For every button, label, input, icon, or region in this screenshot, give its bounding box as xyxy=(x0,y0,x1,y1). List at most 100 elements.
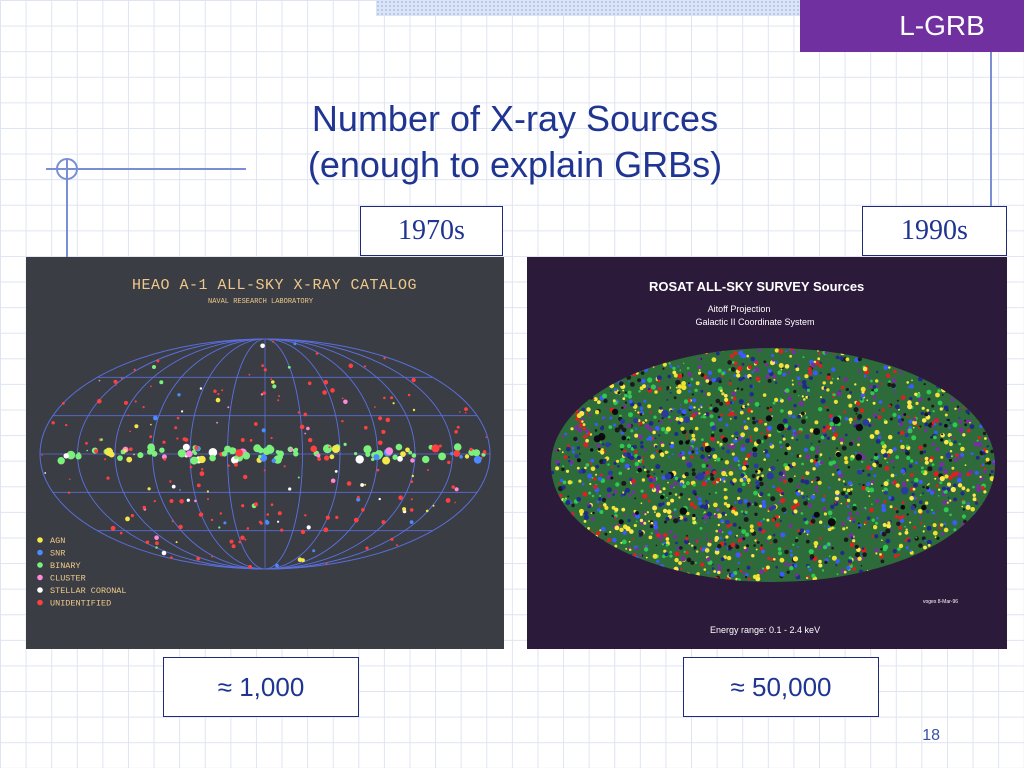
rosat-source xyxy=(715,398,721,404)
rosat-source xyxy=(880,382,883,385)
rosat-source xyxy=(752,420,756,425)
rosat-source xyxy=(776,487,782,492)
rosat-source xyxy=(634,450,638,454)
rosat-source xyxy=(833,527,836,529)
rosat-source xyxy=(686,433,688,435)
heao-source xyxy=(315,352,319,355)
rosat-source xyxy=(632,490,636,494)
rosat-source xyxy=(745,573,749,577)
rosat-source xyxy=(704,511,706,514)
rosat-source xyxy=(756,541,760,544)
rosat-source xyxy=(909,521,912,524)
rosat-source xyxy=(588,491,592,495)
heao-source xyxy=(324,455,330,461)
rosat-source xyxy=(873,455,879,460)
heao-source xyxy=(323,380,329,385)
rosat-dark-region xyxy=(679,507,687,515)
heao-source xyxy=(229,447,236,455)
rosat-source xyxy=(678,561,682,565)
rosat-source xyxy=(913,417,917,422)
rosat-source xyxy=(620,447,624,451)
rosat-source xyxy=(808,503,812,508)
rosat-source xyxy=(964,464,967,466)
rosat-source xyxy=(720,557,725,562)
rosat-source xyxy=(832,352,835,355)
rosat-source xyxy=(729,379,731,382)
rosat-dark-region xyxy=(696,472,705,481)
rosat-source xyxy=(857,414,863,419)
decorative-horizontal-line xyxy=(46,168,246,170)
rosat-source xyxy=(819,455,822,458)
rosat-source xyxy=(625,452,632,458)
rosat-source xyxy=(794,364,798,368)
rosat-source xyxy=(826,408,830,412)
rosat-source xyxy=(915,536,918,539)
rosat-source xyxy=(888,448,893,454)
heao-source xyxy=(176,437,179,440)
rosat-source xyxy=(823,386,827,390)
rosat-source xyxy=(691,450,695,454)
rosat-source xyxy=(649,483,655,489)
rosat-source xyxy=(690,560,695,565)
rosat-source xyxy=(954,438,957,440)
rosat-source xyxy=(729,354,734,359)
heao-source xyxy=(253,444,262,453)
rosat-source xyxy=(604,505,609,510)
rosat-source xyxy=(726,503,731,508)
heao-source xyxy=(169,480,172,483)
rosat-source xyxy=(881,531,887,537)
rosat-source xyxy=(965,419,970,424)
rosat-source xyxy=(773,378,776,381)
rosat-source xyxy=(819,361,822,364)
rosat-source xyxy=(567,495,570,498)
rosat-source xyxy=(929,458,933,463)
heao-source xyxy=(152,365,156,369)
rosat-source xyxy=(656,559,660,564)
rosat-source xyxy=(740,388,744,391)
rosat-source xyxy=(596,493,599,495)
rosat-source xyxy=(657,379,661,383)
rosat-source xyxy=(589,433,593,436)
rosat-source xyxy=(878,463,883,468)
rosat-dark-region xyxy=(788,477,793,483)
rosat-source xyxy=(587,527,590,530)
rosat-source xyxy=(932,511,935,515)
rosat-source xyxy=(815,489,819,493)
rosat-source xyxy=(754,502,758,506)
rosat-dark-region xyxy=(765,415,772,422)
rosat-source xyxy=(716,513,722,519)
heao-source xyxy=(150,385,152,388)
rosat-dark-region xyxy=(856,469,863,475)
rosat-source xyxy=(613,423,616,427)
heao-source xyxy=(134,424,139,429)
heao-source xyxy=(382,456,391,465)
heao-source xyxy=(445,498,451,503)
heao-source xyxy=(447,460,451,465)
rosat-source xyxy=(695,522,698,525)
rosat-source xyxy=(826,436,831,440)
rosat-dark-region xyxy=(612,408,619,415)
rosat-source xyxy=(874,548,879,553)
rosat-source xyxy=(875,552,878,555)
rosat-source xyxy=(946,482,952,487)
rosat-source xyxy=(874,429,880,435)
rosat-source xyxy=(634,433,639,438)
rosat-source xyxy=(839,437,845,443)
rosat-source xyxy=(623,449,627,453)
rosat-source xyxy=(892,480,897,485)
rosat-source xyxy=(596,508,601,512)
rosat-source xyxy=(660,443,665,448)
rosat-source xyxy=(716,457,721,462)
rosat-source xyxy=(779,397,782,400)
rosat-source xyxy=(740,473,745,478)
rosat-source xyxy=(834,496,839,501)
rosat-source xyxy=(909,396,913,401)
rosat-source xyxy=(842,480,845,483)
rosat-source xyxy=(792,415,796,419)
rosat-source xyxy=(733,351,738,356)
rosat-source xyxy=(907,386,910,389)
rosat-source xyxy=(943,522,946,526)
rosat-source xyxy=(831,460,836,465)
rosat-source xyxy=(668,362,671,365)
rosat-source xyxy=(991,467,994,470)
